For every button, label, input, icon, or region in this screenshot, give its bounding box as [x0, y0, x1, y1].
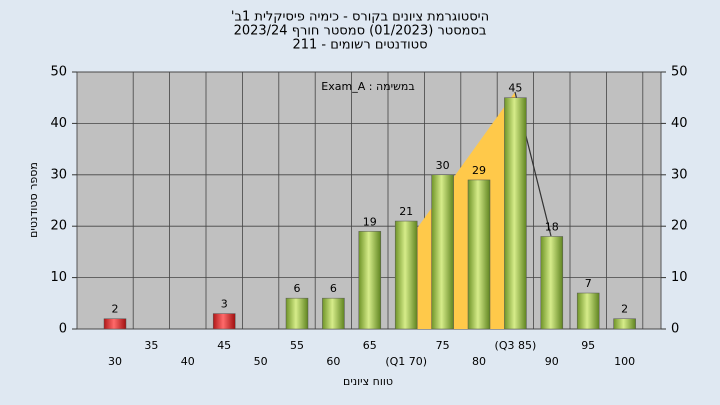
bar — [576, 292, 600, 330]
data-label: 45 — [508, 82, 522, 95]
y-tick-label: 50 — [50, 65, 67, 80]
title-line: היסטוגרמת ציונים בקורס - כימיה פיסיקלית … — [231, 10, 489, 25]
x-axis-label: טווח ציונים — [343, 375, 393, 388]
y-tick-label: 30 — [50, 167, 67, 182]
x-tick-label: 95 — [581, 339, 595, 352]
data-label: 29 — [472, 164, 486, 177]
x-tick-label: (Q1 70) — [385, 355, 427, 368]
bar — [540, 236, 564, 330]
bar — [431, 174, 454, 330]
bar — [394, 220, 418, 330]
x-tick-label: 35 — [144, 339, 158, 352]
x-tick-label: (Q3 85) — [495, 339, 537, 352]
data-label: 21 — [399, 205, 413, 218]
y-tick-label: 40 — [50, 116, 67, 131]
bar — [504, 97, 527, 330]
x-tick-label: 40 — [181, 355, 195, 368]
x-tick-label: 80 — [472, 355, 486, 368]
y-tick-label: 20 — [50, 219, 67, 234]
x-tick-label: 65 — [363, 339, 377, 352]
data-label: 19 — [363, 215, 377, 228]
title-line: סטודנטים רשומים - 211 — [292, 38, 427, 53]
data-label: 30 — [436, 159, 450, 172]
y2-tick-label: 10 — [671, 270, 688, 285]
y2-tick-label: 50 — [671, 65, 688, 80]
data-label: 3 — [221, 298, 228, 311]
annotation: במשימה : Exam_A — [321, 80, 414, 93]
x-tick-label: 100 — [614, 355, 635, 368]
data-label: 2 — [112, 303, 119, 316]
grid — [77, 71, 661, 330]
bar — [358, 231, 382, 330]
x-tick-label: 30 — [108, 355, 122, 368]
data-label: 18 — [545, 220, 559, 233]
y2-tick-label: 20 — [671, 219, 688, 234]
x-tick-label: 60 — [326, 355, 340, 368]
data-label: 7 — [585, 277, 592, 290]
x-tick-label: 50 — [254, 355, 268, 368]
data-label: 2 — [621, 303, 628, 316]
y-axis-label: מספר סטודנטים — [27, 162, 40, 238]
title-line: בסמסטר (01/2023) סמסטר חורף 2023/24 — [234, 24, 487, 39]
y-tick-label: 0 — [59, 322, 67, 337]
bar — [212, 313, 236, 330]
y2-tick-label: 0 — [671, 322, 679, 337]
x-tick-label: 90 — [545, 355, 559, 368]
bars — [103, 97, 636, 330]
x-tick-label: 45 — [217, 339, 231, 352]
bar — [322, 297, 345, 330]
data-label: 6 — [330, 282, 337, 295]
bar — [103, 318, 127, 330]
y-tick-label: 10 — [50, 270, 67, 285]
y2-tick-label: 30 — [671, 167, 688, 182]
bar — [613, 318, 636, 330]
y2-tick-label: 40 — [671, 116, 688, 131]
data-label: 6 — [294, 282, 301, 295]
bar — [285, 297, 309, 330]
x-tick-label: 55 — [290, 339, 304, 352]
bar — [467, 179, 491, 330]
x-tick-label: 75 — [436, 339, 450, 352]
